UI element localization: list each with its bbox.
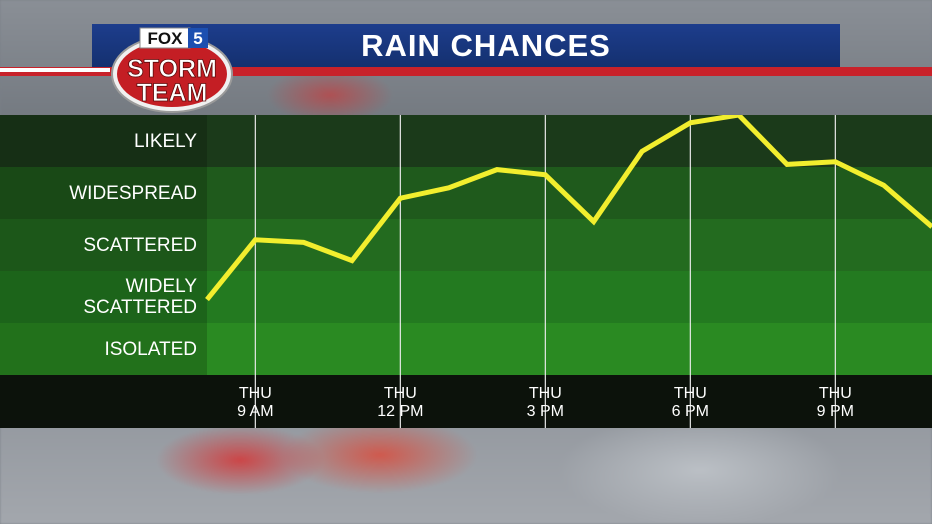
band-isolated: [0, 323, 932, 375]
fox5-storm-team-logo: FOX 5 STORM TEAM: [111, 27, 233, 113]
logo-line2: TEAM: [137, 79, 208, 107]
y-tick-label: WIDESPREAD: [69, 183, 197, 204]
rain-chances-chart: [0, 115, 932, 428]
accent-stripe: [0, 67, 932, 76]
y-tick-label-line: SCATTERED: [83, 297, 197, 318]
logo-brand: FOX: [148, 29, 184, 48]
y-tick-label-line: SCATTERED: [83, 234, 197, 256]
x-tick-day: THU: [383, 385, 417, 402]
label-column-shade: [0, 115, 207, 375]
x-tick-day: THU: [238, 385, 272, 402]
rain-chance-line: [205, 115, 932, 302]
x-tick-label: THU 6 PM: [640, 385, 740, 421]
band-widespread: [0, 167, 932, 219]
x-tick-label: THU 9 PM: [785, 385, 885, 421]
y-tick-label: WIDELY SCATTERED: [83, 276, 197, 318]
y-tick-label: SCATTERED: [83, 235, 197, 256]
band-widely-scattered: [0, 271, 932, 323]
x-tick-day: THU: [818, 385, 852, 402]
logo-line1: STORM: [127, 55, 217, 83]
y-tick-label-line: WIDELY: [125, 276, 197, 297]
accent-stripe-left: [0, 68, 110, 72]
y-tick-label-line: LIKELY: [133, 130, 197, 152]
x-tick-label: THU 9 AM: [205, 385, 305, 421]
category-bands: [0, 115, 932, 375]
x-tick-day: THU: [673, 385, 707, 402]
y-tick-label: LIKELY: [134, 131, 197, 152]
band-scattered: [0, 219, 932, 271]
x-tick-time: 6 PM: [671, 403, 709, 420]
vertical-gridlines: [254, 115, 836, 428]
x-tick-time: 9 PM: [816, 403, 854, 420]
y-tick-label-line: ISOLATED: [104, 338, 197, 360]
y-tick-label: ISOLATED: [104, 339, 197, 360]
x-tick-time: 9 AM: [237, 403, 274, 420]
logo-channel: 5: [193, 29, 202, 48]
chart-title: RAIN CHANCES: [361, 28, 611, 63]
x-tick-label: THU 3 PM: [495, 385, 595, 421]
x-tick-label: THU 12 PM: [350, 385, 450, 421]
x-axis-band: [0, 375, 932, 428]
x-tick-day: THU: [528, 385, 562, 402]
x-tick-time: 3 PM: [526, 403, 564, 420]
x-tick-time: 12 PM: [377, 403, 424, 420]
band-likely: [0, 115, 932, 167]
y-tick-label-line: WIDESPREAD: [69, 182, 197, 204]
